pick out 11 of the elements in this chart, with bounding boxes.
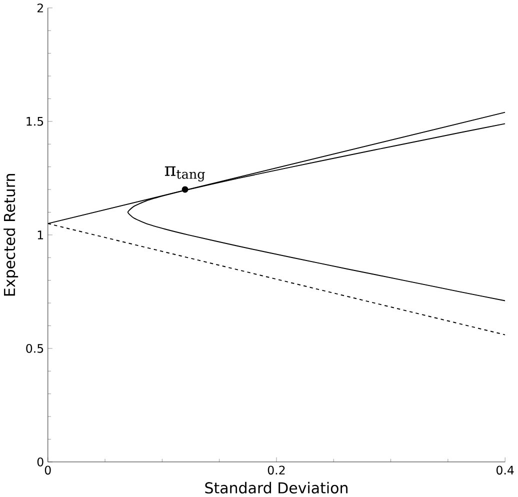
annotation: π$_{tang}$ <box>164 166 205 182</box>
y-tick-label: 0.5 <box>26 344 44 353</box>
y-tick-label: 2 <box>37 4 43 12</box>
x-tick-label: 0 <box>44 466 51 475</box>
y-axis-title: Expected Return <box>4 174 18 296</box>
x-axis-title: Standard Deviation <box>205 482 348 494</box>
y-tick-label: 1.5 <box>26 117 44 126</box>
y-tick-label: 1 <box>38 230 44 240</box>
x-tick-label: 0.4 <box>496 466 514 475</box>
x-tick-label: 0.2 <box>268 466 285 475</box>
y-tick-label: 0 <box>37 457 44 466</box>
